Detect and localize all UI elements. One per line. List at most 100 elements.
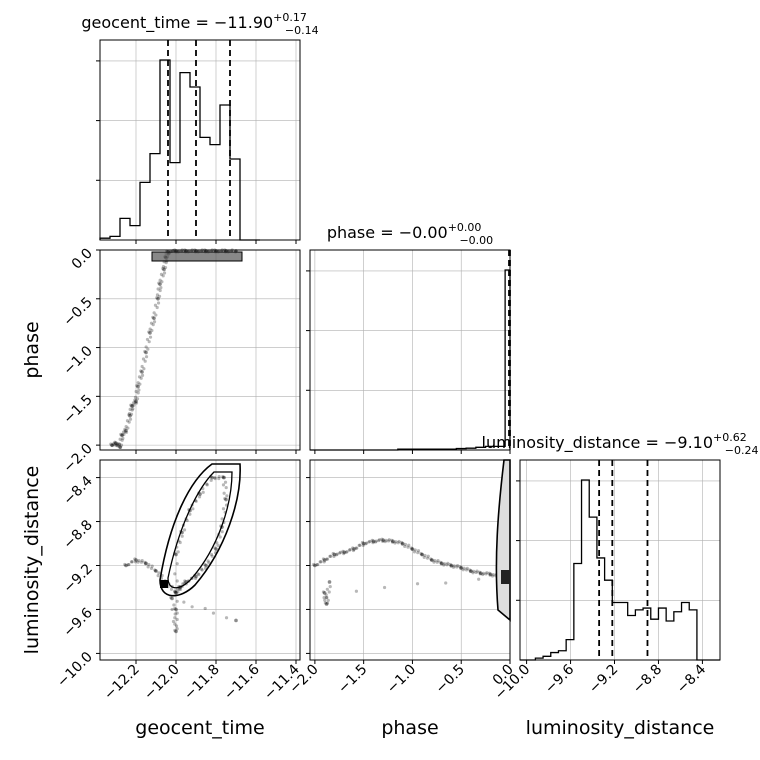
scatter-point bbox=[154, 313, 158, 317]
x-axis-label-luminosity-distance: luminosity_distance bbox=[526, 717, 715, 739]
scatter-point bbox=[420, 552, 424, 557]
scatter-point bbox=[123, 430, 127, 434]
scatter-point bbox=[334, 553, 339, 557]
scatter-point bbox=[400, 542, 404, 546]
scatter-point bbox=[111, 442, 116, 446]
scatter-point bbox=[469, 569, 473, 573]
x-tick-label: −0.5 bbox=[433, 662, 468, 697]
scatter-point bbox=[146, 347, 150, 351]
scatter-point bbox=[127, 420, 131, 424]
scatter-point bbox=[150, 328, 154, 333]
scatter-point bbox=[181, 582, 185, 586]
scatter-point bbox=[158, 288, 162, 293]
scatter-point bbox=[174, 590, 178, 594]
scatter-point bbox=[140, 364, 144, 369]
scatter-point bbox=[487, 571, 491, 575]
scatter-point bbox=[143, 359, 147, 363]
scatter-point bbox=[221, 507, 226, 511]
scatter-point bbox=[485, 571, 489, 575]
scatter-point bbox=[197, 573, 201, 577]
scatter-point bbox=[354, 546, 358, 550]
scatter-point bbox=[354, 589, 359, 593]
scatter-point bbox=[148, 331, 152, 335]
scatter-point bbox=[338, 551, 342, 555]
scatter-point bbox=[403, 544, 407, 548]
scatter-point bbox=[416, 551, 420, 555]
y-tick-label: −8.4 bbox=[60, 473, 95, 508]
scatter-point bbox=[136, 391, 140, 395]
scatter-point bbox=[220, 530, 224, 534]
scatter-point bbox=[370, 538, 374, 542]
scatter-point bbox=[351, 548, 356, 553]
scatter-point bbox=[439, 561, 444, 566]
scatter-point bbox=[425, 556, 430, 560]
scatter-point bbox=[444, 581, 448, 585]
scatter-point bbox=[400, 541, 405, 546]
scatter-point bbox=[442, 562, 447, 566]
scatter-point bbox=[475, 569, 479, 573]
scatter-point bbox=[211, 611, 216, 615]
scatter-point bbox=[451, 565, 456, 569]
scatter-point bbox=[409, 546, 413, 550]
scatter-point bbox=[194, 574, 198, 579]
panel-luminosity-distance-histogram bbox=[519, 459, 721, 661]
scatter-point bbox=[371, 539, 376, 544]
scatter-point bbox=[156, 301, 161, 305]
scatter-point bbox=[126, 426, 130, 430]
scatter-point bbox=[149, 321, 154, 325]
scatter-point bbox=[413, 548, 417, 552]
scatter-point bbox=[118, 437, 122, 441]
scatter-point bbox=[360, 540, 365, 545]
y-tick-label: −0.5 bbox=[60, 294, 95, 329]
scatter-point bbox=[136, 560, 140, 564]
scatter-point bbox=[141, 357, 146, 361]
scatter-point bbox=[175, 611, 179, 615]
y-tick-label: −1.5 bbox=[60, 392, 95, 427]
scatter-point bbox=[213, 476, 217, 481]
scatter-point bbox=[324, 593, 328, 597]
scatter-point bbox=[438, 560, 443, 564]
scatter-point bbox=[477, 577, 481, 581]
scatter-point bbox=[196, 572, 200, 576]
scatter-point bbox=[358, 543, 362, 547]
scatter-point bbox=[315, 563, 319, 567]
scatter-point bbox=[422, 555, 426, 559]
scatter-point bbox=[224, 616, 229, 620]
scatter-point bbox=[455, 565, 459, 569]
scatter-point bbox=[321, 590, 326, 594]
scatter-point bbox=[182, 528, 187, 532]
panel-title-luminosity-distance: luminosity_distance = −9.10+0.62 −0.24 bbox=[482, 431, 759, 457]
scatter-point bbox=[221, 475, 225, 480]
scatter-point bbox=[174, 629, 178, 634]
scatter-point bbox=[345, 550, 349, 554]
scatter-point bbox=[394, 540, 398, 544]
scatter-point bbox=[449, 563, 454, 568]
scatter-point bbox=[207, 561, 211, 565]
scatter-point bbox=[465, 566, 469, 570]
scatter-point bbox=[120, 433, 124, 438]
scatter-point bbox=[129, 403, 133, 407]
scatter-point bbox=[462, 566, 466, 570]
scatter-point bbox=[139, 560, 144, 564]
scatter-point bbox=[145, 337, 150, 342]
scatter-point bbox=[173, 590, 178, 594]
scatter-point bbox=[322, 560, 326, 564]
scatter-point bbox=[176, 590, 180, 594]
scatter-point bbox=[429, 558, 434, 562]
scatter-point bbox=[173, 606, 177, 611]
scatter-point bbox=[318, 560, 322, 564]
contour bbox=[501, 570, 510, 584]
scatter-point bbox=[191, 507, 195, 511]
x-axis-label-geocent-time: geocent_time bbox=[135, 717, 264, 739]
scatter-point bbox=[423, 553, 427, 558]
scatter-point bbox=[420, 552, 424, 557]
scatter-point bbox=[477, 570, 482, 574]
scatter-point bbox=[381, 538, 385, 543]
panel-phase-histogram bbox=[309, 249, 511, 451]
scatter-point bbox=[143, 562, 148, 566]
scatter-point bbox=[205, 482, 209, 486]
scatter-point bbox=[144, 350, 148, 355]
scatter-point bbox=[382, 585, 387, 590]
scatter-point bbox=[325, 557, 329, 561]
scatter-point bbox=[331, 551, 335, 556]
